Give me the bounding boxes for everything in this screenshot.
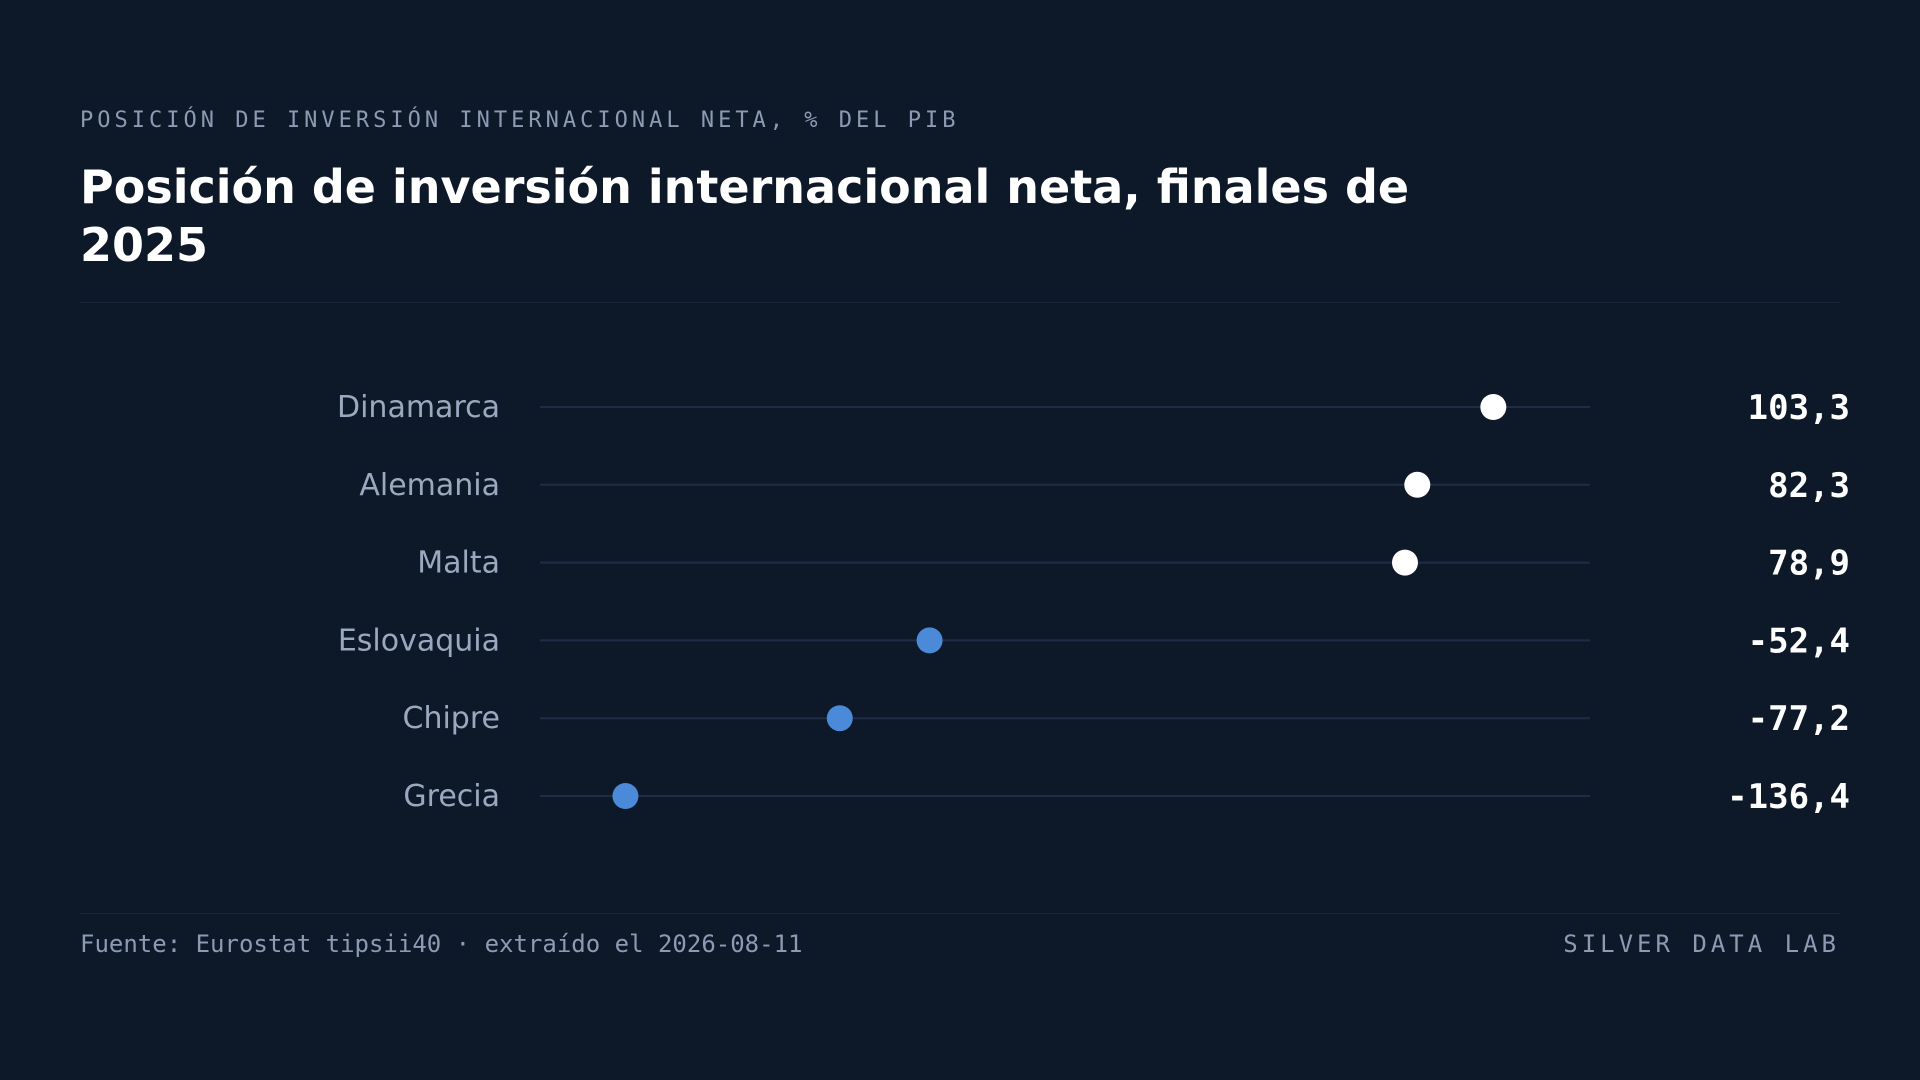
brand-label: SILVER DATA LAB (1563, 930, 1840, 958)
value-label: -52,4 (1748, 621, 1850, 661)
data-point (1404, 471, 1431, 498)
category-label: Dinamarca (337, 390, 500, 425)
category-label: Alemania (359, 468, 500, 503)
category-label: Grecia (403, 779, 500, 814)
chart-kicker: POSICIÓN DE INVERSIÓN INTERNACIONAL NETA… (80, 108, 960, 133)
data-point (1391, 549, 1418, 576)
header-divider (80, 302, 1840, 303)
category-label: Chipre (403, 701, 500, 736)
value-label: 82,3 (1768, 466, 1850, 506)
data-point (1480, 394, 1507, 420)
value-label: 103,3 (1748, 388, 1850, 428)
category-label: Eslovaquia (338, 623, 500, 658)
value-label: -77,2 (1748, 699, 1850, 739)
value-label: -136,4 (1727, 777, 1850, 817)
value-label: 78,9 (1768, 544, 1850, 584)
data-point (916, 627, 943, 654)
footer-divider (80, 913, 1840, 914)
data-point (612, 783, 639, 809)
category-label: Malta (417, 546, 500, 581)
chart-title: Posición de inversión internacional neta… (80, 160, 1410, 272)
data-point (826, 705, 853, 732)
source-note: Fuente: Eurostat tipsii40 · extraído el … (80, 930, 803, 958)
